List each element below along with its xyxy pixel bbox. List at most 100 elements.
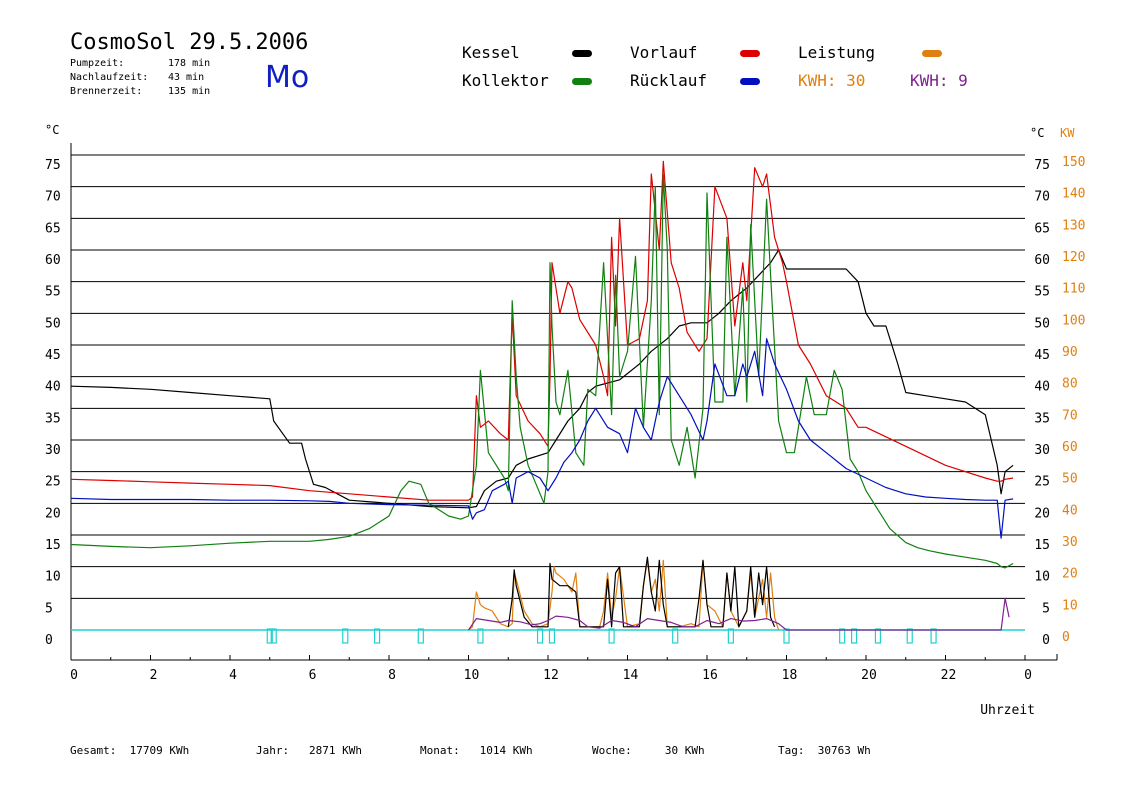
legend-kessel: Kessel <box>462 43 520 62</box>
pump-marker <box>477 628 484 644</box>
y-tick-label: 10 <box>45 570 61 585</box>
pump-marker <box>270 628 277 644</box>
y-right-tick-label: 45 <box>1034 348 1050 363</box>
x-tick-label: 20 <box>861 668 877 683</box>
x-tick-label: 2 <box>150 668 158 683</box>
weekday-label: Mo <box>265 60 310 95</box>
legend-kwh-kessel: KWH: 9 <box>910 71 968 90</box>
legend-vorlauf: Vorlauf <box>630 43 698 62</box>
y-right-tick-label: 60 <box>1034 253 1050 268</box>
pumpzeit-value: 178 min <box>168 58 211 69</box>
pump-marker <box>548 628 556 644</box>
pump-marker <box>850 628 858 644</box>
y-tick-label: 45 <box>45 348 61 363</box>
x-tick-label: 14 <box>623 668 639 683</box>
y-right-tick-label: 65 <box>1034 221 1050 236</box>
series-line-6 <box>468 597 1010 631</box>
y-right-tick-label: 70 <box>1034 190 1050 205</box>
legend-swatch-vorlauf <box>740 50 760 57</box>
legend-swatch-leistung <box>922 50 942 57</box>
y-right-tick-label: 40 <box>1034 380 1050 395</box>
series-line-5 <box>507 556 776 628</box>
y-tick-label: 40 <box>45 380 61 395</box>
x-tick-label: 8 <box>388 668 396 683</box>
footer-gesamt: Gesamt: 17709 KWh <box>70 744 190 757</box>
x-tick-label: 10 <box>464 668 480 683</box>
pump-marker <box>536 628 544 644</box>
brennerzeit-value: 135 min <box>168 86 211 97</box>
y-tick-label: 75 <box>45 158 61 173</box>
nachlaufzeit-label: Nachlaufzeit: <box>70 72 149 83</box>
y2-tick-label: 130 <box>1062 218 1085 233</box>
y2-tick-label: 10 <box>1062 598 1078 613</box>
y2-tick-label: 30 <box>1062 535 1078 550</box>
footer-monat: Monat: 1014 KWh <box>420 744 533 757</box>
y-right-tick-label: 30 <box>1034 443 1050 458</box>
y-tick-label: 50 <box>45 316 61 331</box>
y2-tick-label: 100 <box>1062 313 1085 328</box>
y-tick-label: 65 <box>45 221 61 236</box>
y-right-tick-label: 20 <box>1034 506 1050 521</box>
y2-tick-label: 60 <box>1062 440 1078 455</box>
y-tick-label: 70 <box>45 190 61 205</box>
pump-marker <box>906 628 913 644</box>
y2-tick-label: 110 <box>1062 282 1085 297</box>
y2-tick-label: 0 <box>1062 630 1070 645</box>
pump-marker <box>672 628 679 644</box>
y2-axis-unit: KW <box>1060 126 1075 140</box>
x-tick-label: 16 <box>702 668 718 683</box>
pumpzeit-label: Pumpzeit: <box>70 58 125 69</box>
y-tick-label: 5 <box>45 601 53 616</box>
y-right-tick-label: 25 <box>1034 475 1050 490</box>
series-line-0 <box>70 249 1014 509</box>
y-right-tick-label: 35 <box>1034 411 1050 426</box>
x-axis-label: Uhrzeit <box>980 703 1035 718</box>
x-tick-label: 22 <box>941 668 957 683</box>
y-tick-label: 60 <box>45 253 61 268</box>
y-right-tick-label: 0 <box>1042 633 1050 648</box>
footer-woche: Woche: 30 KWh <box>592 744 705 757</box>
legend-ruecklauf: Rücklauf <box>630 71 708 90</box>
y-right-tick-label: 55 <box>1034 285 1050 300</box>
pump-marker <box>727 628 734 644</box>
legend-swatch-kollektor <box>572 78 592 85</box>
pump-marker <box>266 628 273 644</box>
y-right-tick-label: 50 <box>1034 316 1050 331</box>
y-right-tick-label: 5 <box>1042 601 1050 616</box>
brennerzeit-label: Brennerzeit: <box>70 86 143 97</box>
pump-marker <box>342 628 349 644</box>
x-tick-label: 0 <box>70 668 78 683</box>
y2-tick-label: 90 <box>1062 345 1078 360</box>
y-right-tick-label: 15 <box>1034 538 1050 553</box>
chart-title: CosmoSol 29.5.2006 <box>70 30 309 55</box>
y-tick-label: 25 <box>45 475 61 490</box>
pump-marker <box>839 628 846 644</box>
y-tick-label: 20 <box>45 506 61 521</box>
y2-tick-label: 120 <box>1062 250 1085 265</box>
legend-swatch-ruecklauf <box>740 78 760 85</box>
y-axis-unit-left: °C <box>45 123 59 137</box>
pump-marker <box>608 628 615 644</box>
pump-marker <box>373 628 381 644</box>
y-right-tick-label: 75 <box>1034 158 1050 173</box>
footer-tag: Tag: 30763 Wh <box>778 744 871 757</box>
series-line-3 <box>70 338 1014 539</box>
series-line-2 <box>70 173 1014 569</box>
y2-tick-label: 50 <box>1062 472 1078 487</box>
legend-leistung: Leistung <box>798 43 876 62</box>
y2-tick-label: 20 <box>1062 567 1078 582</box>
legend-kollektor: Kollektor <box>462 71 549 90</box>
y2-tick-label: 80 <box>1062 377 1078 392</box>
pump-marker <box>783 628 790 644</box>
x-tick-label: 18 <box>782 668 798 683</box>
y-tick-label: 55 <box>45 285 61 300</box>
y-right-tick-label: 10 <box>1034 570 1050 585</box>
y2-tick-label: 140 <box>1062 187 1085 202</box>
pump-marker <box>930 628 937 644</box>
y-axis-unit-right: °C <box>1030 126 1044 140</box>
x-tick-label: 0 <box>1024 668 1032 683</box>
footer-jahr: Jahr: 2871 KWh <box>256 744 362 757</box>
nachlaufzeit-value: 43 min <box>168 72 205 83</box>
x-tick-label: 6 <box>309 668 317 683</box>
